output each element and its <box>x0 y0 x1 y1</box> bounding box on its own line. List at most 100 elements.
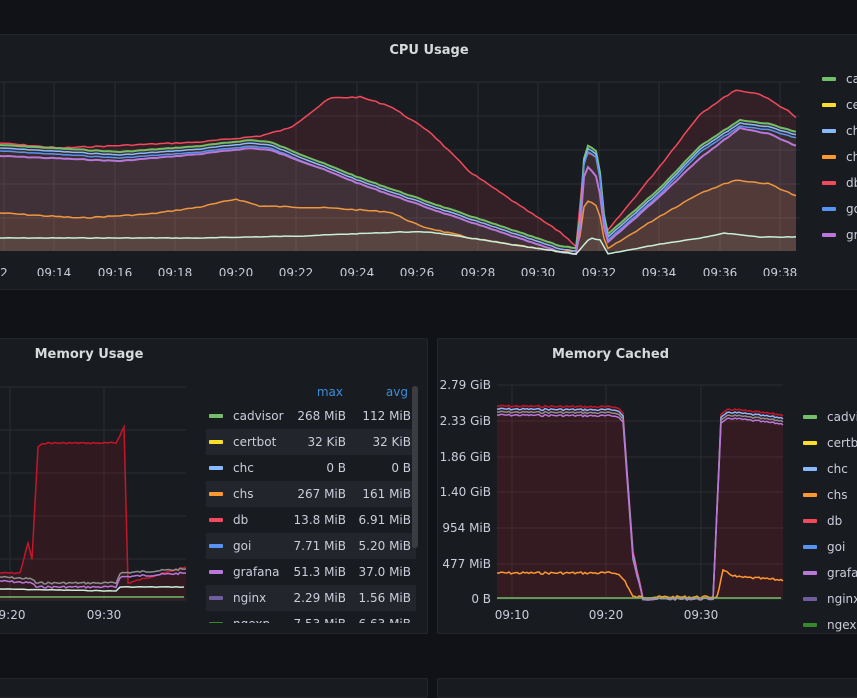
legend-item[interactable]: ce <box>822 92 857 118</box>
legend-item[interactable]: ngexp <box>803 612 857 638</box>
legend-table-row[interactable]: certbot 32 KiB 32 KiB <box>206 429 416 455</box>
legend-table-row[interactable]: cadvisor 268 MiB 112 MiB <box>206 403 416 429</box>
legend-color-icon <box>209 518 223 522</box>
legend-color-icon <box>803 467 817 471</box>
legend-table-row[interactable]: chc 0 B 0 B <box>206 455 416 481</box>
series-name: db <box>233 513 249 527</box>
legend-item[interactable]: chs <box>803 482 857 508</box>
avg-value: 112 MiB <box>362 409 411 423</box>
max-value: 267 MiB <box>297 487 346 501</box>
mint-series-line <box>0 585 185 592</box>
legend-label: ce <box>846 98 857 112</box>
legend-item[interactable]: db <box>822 170 857 196</box>
legend-table-row[interactable]: grafana 51.3 MiB 37.0 MiB <box>206 559 416 585</box>
legend-item[interactable]: cadvi <box>803 404 857 430</box>
x-tick-label: 09:22 <box>279 266 314 276</box>
legend-label: chc <box>827 462 848 476</box>
legend-label: db <box>827 514 843 528</box>
panel-title[interactable]: Memory Cached <box>551 347 670 362</box>
chs-series-line <box>496 568 784 600</box>
memory-cached-graph[interactable]: 2.79 GiB 2.33 GiB 1.86 GiB 1.40 GiB 954 MiB 4… <box>437 375 787 625</box>
db-series-area <box>0 90 796 251</box>
legend-color-icon <box>209 596 223 600</box>
nginx-series-line <box>0 231 797 255</box>
legend-item[interactable]: ch <box>822 118 857 144</box>
x-tick-label: 09:18 <box>158 266 193 276</box>
y-tick-label: 1.86 GiB <box>440 450 491 464</box>
x-tick-label: 09:32 <box>582 266 617 276</box>
grafana-series-line <box>496 413 784 601</box>
legend-label: ch <box>846 150 857 164</box>
y-tick-label: 2.33 GiB <box>440 414 491 428</box>
x-tick-label: 09:20 <box>219 266 254 276</box>
max-value: 2.29 MiB <box>293 591 346 605</box>
series-name: certbot <box>233 435 277 449</box>
x-tick-label: 09:10 <box>495 608 530 622</box>
series-name: chc <box>233 461 254 475</box>
series-name: chs <box>233 487 254 501</box>
legend-item[interactable]: grafa <box>803 560 857 586</box>
legend-label: db <box>846 176 857 190</box>
cadvisor-series-line <box>0 118 797 250</box>
legend-scrollbar[interactable] <box>412 386 418 548</box>
x-tick-label: 09:30 <box>521 266 556 276</box>
legend-table-row[interactable]: goi 7.71 MiB 5.20 MiB <box>206 533 416 559</box>
x-tick-label: 9:20 <box>0 608 25 622</box>
legend-color-icon <box>822 155 836 159</box>
series-name: ngexp <box>233 617 293 623</box>
legend-item[interactable]: ca <box>822 66 857 92</box>
memory-usage-graph[interactable]: 9:20 09:30 <box>0 383 190 628</box>
legend-item[interactable]: certb <box>803 430 857 456</box>
x-tick-label: 09:20 <box>589 608 624 622</box>
avg-value: 32 KiB <box>372 435 411 449</box>
y-tick-label: 2.79 GiB <box>440 378 491 392</box>
legend-color-icon <box>803 545 817 549</box>
x-tick-label: 09:28 <box>461 266 496 276</box>
legend-item[interactable]: db <box>803 508 857 534</box>
legend-item[interactable]: gr <box>822 222 857 248</box>
avg-value: 37.0 MiB <box>358 565 411 579</box>
legend-color-icon <box>803 441 817 445</box>
grafana-series-line <box>0 126 797 256</box>
y-tick-label: 1.40 GiB <box>440 485 491 499</box>
legend-color-icon <box>209 570 223 574</box>
legend-table-row[interactable]: db 13.8 MiB 6.91 MiB <box>206 507 416 533</box>
legend-item[interactable]: go <box>822 196 857 222</box>
max-value: 51.3 MiB <box>293 565 346 579</box>
legend-item[interactable]: chc <box>803 456 857 482</box>
legend-table-row[interactable]: nginx 2.29 MiB 1.56 MiB <box>206 585 416 611</box>
x-tick-label: 09:14 <box>37 266 72 276</box>
legend-label: goi <box>827 540 846 554</box>
legend-color-icon <box>209 492 223 496</box>
max-value: 7.53 MiB <box>294 617 346 623</box>
avg-column-header[interactable]: avg <box>385 385 408 399</box>
nginx-series-area <box>0 231 796 255</box>
legend-item[interactable]: ch <box>822 144 857 170</box>
legend-label: ch <box>846 124 857 138</box>
legend-color-icon <box>209 544 223 548</box>
legend-color-icon <box>803 571 817 575</box>
panel-title[interactable]: CPU Usage <box>389 43 469 58</box>
cpu-usage-graph[interactable]: 2 09:14 09:16 09:18 09:20 09:22 09:24 09:26 09:2… <box>0 66 810 276</box>
cpu-usage-panel: CPU Usage <box>0 34 857 290</box>
max-column-header[interactable]: max <box>316 385 343 399</box>
legend-table-row[interactable]: chs 267 MiB 161 MiB <box>206 481 416 507</box>
x-tick-label: 09:26 <box>400 266 435 276</box>
legend-color-icon <box>822 129 836 133</box>
chc-series-line <box>0 122 797 252</box>
avg-value: 6.63 MiB <box>359 617 411 623</box>
series-name: cadvisor <box>233 409 284 423</box>
db-series-line <box>0 89 797 248</box>
legend-item[interactable]: goi <box>803 534 857 560</box>
legend-color-icon <box>209 622 223 623</box>
legend-label: certb <box>827 436 857 450</box>
legend-table-row[interactable]: ngexp7.53 MiB 6.63 MiB <box>206 611 416 623</box>
memory-cached-panel: Memory Cached <box>437 338 857 634</box>
x-tick-label: 09:36 <box>703 266 738 276</box>
legend-label: go <box>846 202 857 216</box>
cpu-legend: ca ce ch ch db go gr <box>822 66 857 248</box>
legend-item[interactable]: nginx <box>803 586 857 612</box>
series-name: goi <box>233 539 252 553</box>
legend-label: chs <box>827 488 848 502</box>
panel-title[interactable]: Memory Usage <box>34 347 144 362</box>
